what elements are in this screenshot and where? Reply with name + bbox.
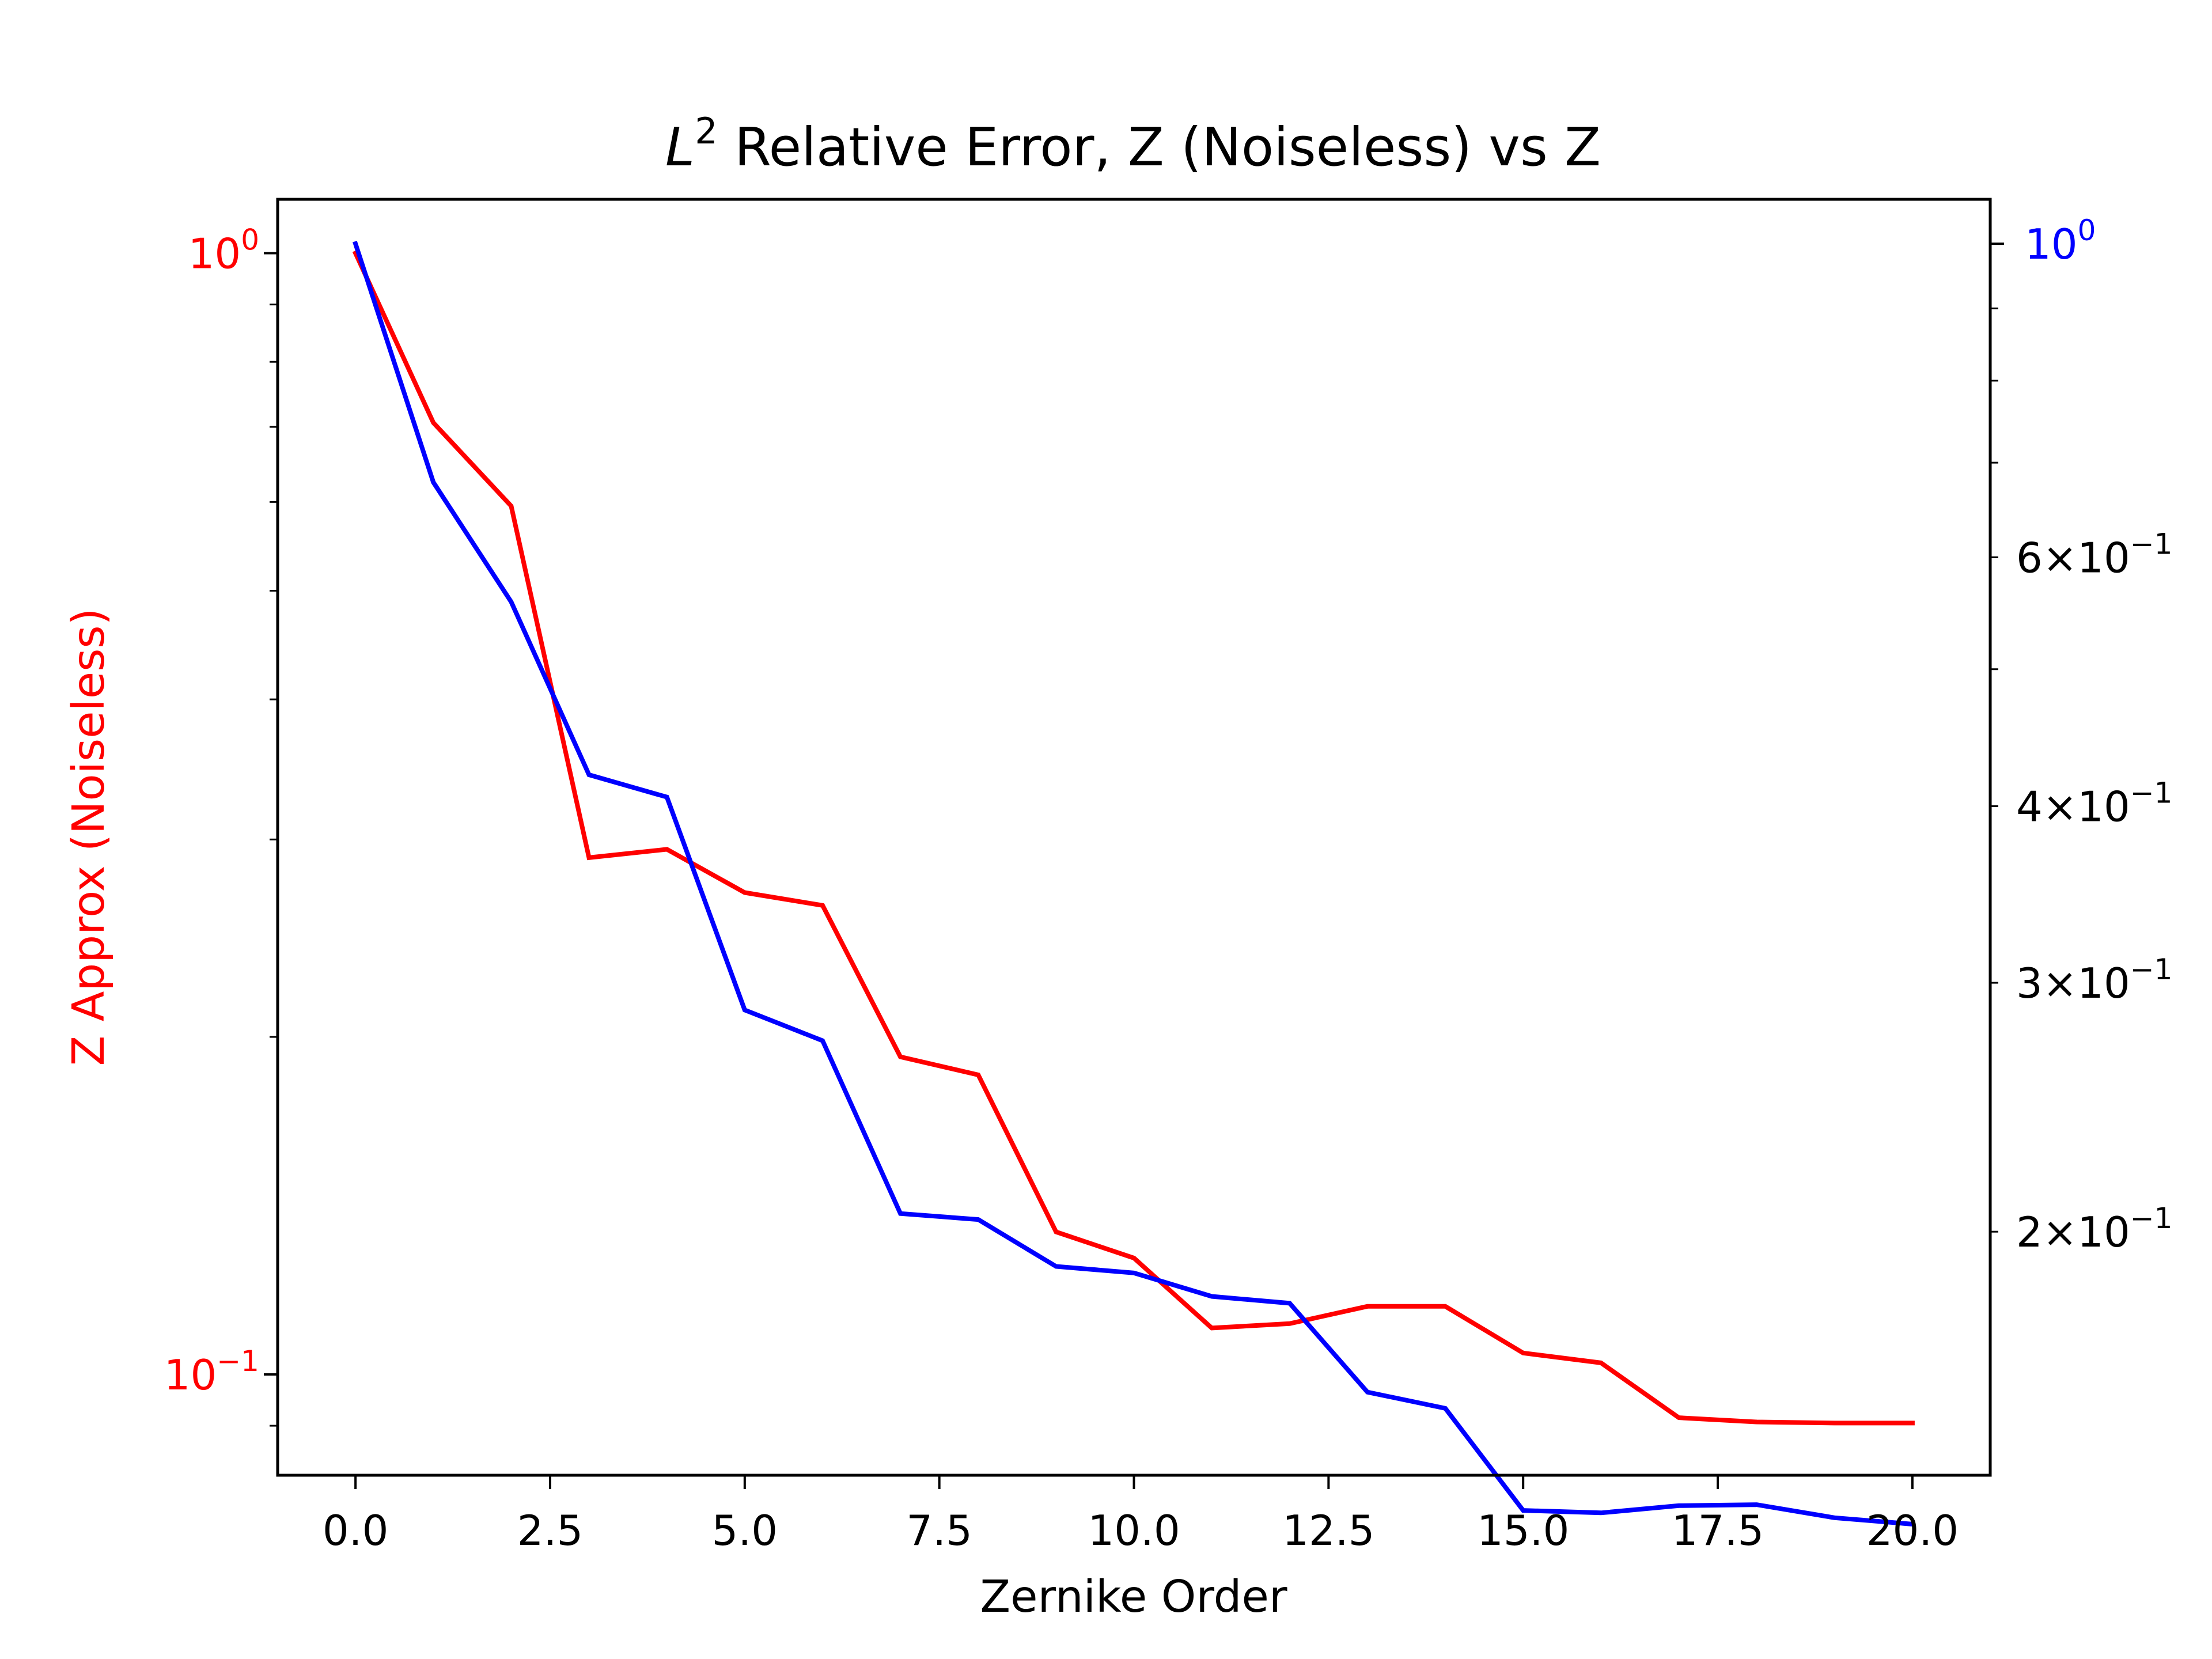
y-right-minor-tick-label: 3×10−1 bbox=[2016, 953, 2172, 1007]
chart-title-rest: Relative Error, Z (Noiseless) vs Z bbox=[718, 116, 1601, 178]
y-left-tick-label: 100 bbox=[188, 224, 259, 278]
x-tick-label: 0.0 bbox=[323, 1506, 389, 1555]
y-right-minor-tick-label: 6×10−1 bbox=[2016, 527, 2172, 582]
x-tick-label: 20.0 bbox=[1866, 1506, 1959, 1555]
chart-title-superscript: 2 bbox=[695, 110, 717, 152]
series-layer bbox=[352, 241, 1915, 1527]
x-tick-label: 2.5 bbox=[517, 1506, 584, 1555]
x-tick-label: 17.5 bbox=[1672, 1506, 1764, 1555]
series-right-line bbox=[353, 241, 1915, 1527]
x-tick-label: 15.0 bbox=[1477, 1506, 1569, 1555]
chart-title-italic: L bbox=[665, 116, 695, 178]
series-left-line bbox=[352, 250, 1915, 1426]
y-axis-label-left: Z Approx (Noiseless) bbox=[63, 608, 115, 1066]
y-left-axis-ticks: 100 10−1 bbox=[164, 224, 278, 1427]
y-right-minor-tick-label: 4×10−1 bbox=[2016, 777, 2172, 831]
chart-title: L2 Relative Error, Z (Noiseless) vs Z bbox=[665, 110, 1601, 178]
plot-frame bbox=[276, 198, 1992, 1477]
x-tick-label: 10.0 bbox=[1088, 1506, 1180, 1555]
y-right-axis-ticks: 100 6×10−1 4×10−1 3×10−1 2×10−1 bbox=[1990, 214, 2172, 1256]
x-tick-label: 7.5 bbox=[906, 1506, 972, 1555]
x-axis-ticks: 0.0 2.5 5.0 7.5 10.0 12.5 15.0 17.5 20.0 bbox=[323, 1475, 1959, 1555]
y-right-tick-label: 100 bbox=[2025, 214, 2096, 268]
y-left-tick-label: 10−1 bbox=[164, 1344, 259, 1399]
x-tick-label: 5.0 bbox=[712, 1506, 778, 1555]
y-right-minor-tick-label: 2×10−1 bbox=[2016, 1202, 2172, 1256]
x-axis-label: Zernike Order bbox=[980, 1571, 1287, 1623]
x-tick-label: 12.5 bbox=[1282, 1506, 1374, 1555]
